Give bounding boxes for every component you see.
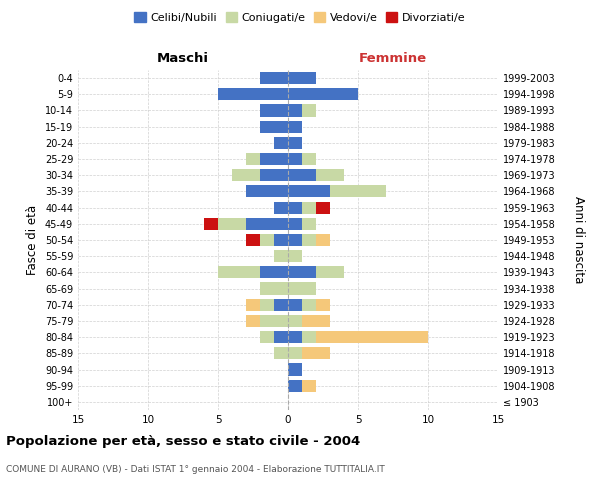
Bar <box>246 315 260 327</box>
Bar <box>302 104 316 117</box>
Bar <box>274 234 288 246</box>
Bar <box>316 169 344 181</box>
Bar <box>260 120 288 132</box>
Y-axis label: Anni di nascita: Anni di nascita <box>572 196 585 284</box>
Bar <box>288 186 330 198</box>
Bar <box>246 186 288 198</box>
Bar <box>204 218 218 230</box>
Bar <box>260 153 288 165</box>
Bar <box>260 169 288 181</box>
Bar <box>302 218 316 230</box>
Bar <box>330 186 386 198</box>
Bar <box>274 348 288 360</box>
Bar <box>288 298 302 311</box>
Bar <box>260 298 274 311</box>
Bar <box>288 266 316 278</box>
Y-axis label: Fasce di età: Fasce di età <box>26 205 39 275</box>
Bar <box>316 234 330 246</box>
Bar <box>288 169 316 181</box>
Bar <box>288 120 302 132</box>
Bar <box>288 380 302 392</box>
Bar <box>288 331 302 343</box>
Bar <box>260 266 288 278</box>
Bar <box>218 218 246 230</box>
Legend: Celibi/Nubili, Coniugati/e, Vedovi/e, Divorziati/e: Celibi/Nubili, Coniugati/e, Vedovi/e, Di… <box>130 8 470 28</box>
Text: Femmine: Femmine <box>359 52 427 65</box>
Bar <box>288 104 302 117</box>
Bar <box>288 153 302 165</box>
Text: Popolazione per età, sesso e stato civile - 2004: Popolazione per età, sesso e stato civil… <box>6 435 360 448</box>
Bar <box>302 298 316 311</box>
Bar <box>260 72 288 84</box>
Bar <box>274 137 288 149</box>
Bar <box>288 72 316 84</box>
Bar <box>288 137 302 149</box>
Bar <box>288 250 302 262</box>
Bar <box>316 266 344 278</box>
Bar <box>288 88 358 101</box>
Bar <box>302 234 316 246</box>
Bar <box>316 298 330 311</box>
Bar <box>260 104 288 117</box>
Bar <box>218 88 288 101</box>
Bar <box>288 282 316 294</box>
Bar <box>288 364 302 376</box>
Bar <box>260 315 288 327</box>
Bar <box>316 331 428 343</box>
Bar <box>218 266 260 278</box>
Bar <box>246 234 260 246</box>
Bar <box>288 348 302 360</box>
Bar <box>246 298 260 311</box>
Bar <box>260 282 288 294</box>
Bar <box>288 234 302 246</box>
Bar <box>302 315 330 327</box>
Bar <box>288 218 302 230</box>
Bar <box>246 218 288 230</box>
Bar <box>288 202 302 213</box>
Bar <box>260 234 274 246</box>
Bar <box>302 202 316 213</box>
Bar <box>274 298 288 311</box>
Bar <box>288 315 302 327</box>
Text: COMUNE DI AURANO (VB) - Dati ISTAT 1° gennaio 2004 - Elaborazione TUTTITALIA.IT: COMUNE DI AURANO (VB) - Dati ISTAT 1° ge… <box>6 465 385 474</box>
Bar <box>302 348 330 360</box>
Bar <box>316 202 330 213</box>
Bar <box>302 331 316 343</box>
Bar <box>274 250 288 262</box>
Bar <box>302 380 316 392</box>
Bar <box>274 202 288 213</box>
Bar <box>260 331 274 343</box>
Bar <box>302 153 316 165</box>
Bar <box>232 169 260 181</box>
Bar <box>246 153 260 165</box>
Text: Maschi: Maschi <box>157 52 209 65</box>
Bar <box>274 331 288 343</box>
